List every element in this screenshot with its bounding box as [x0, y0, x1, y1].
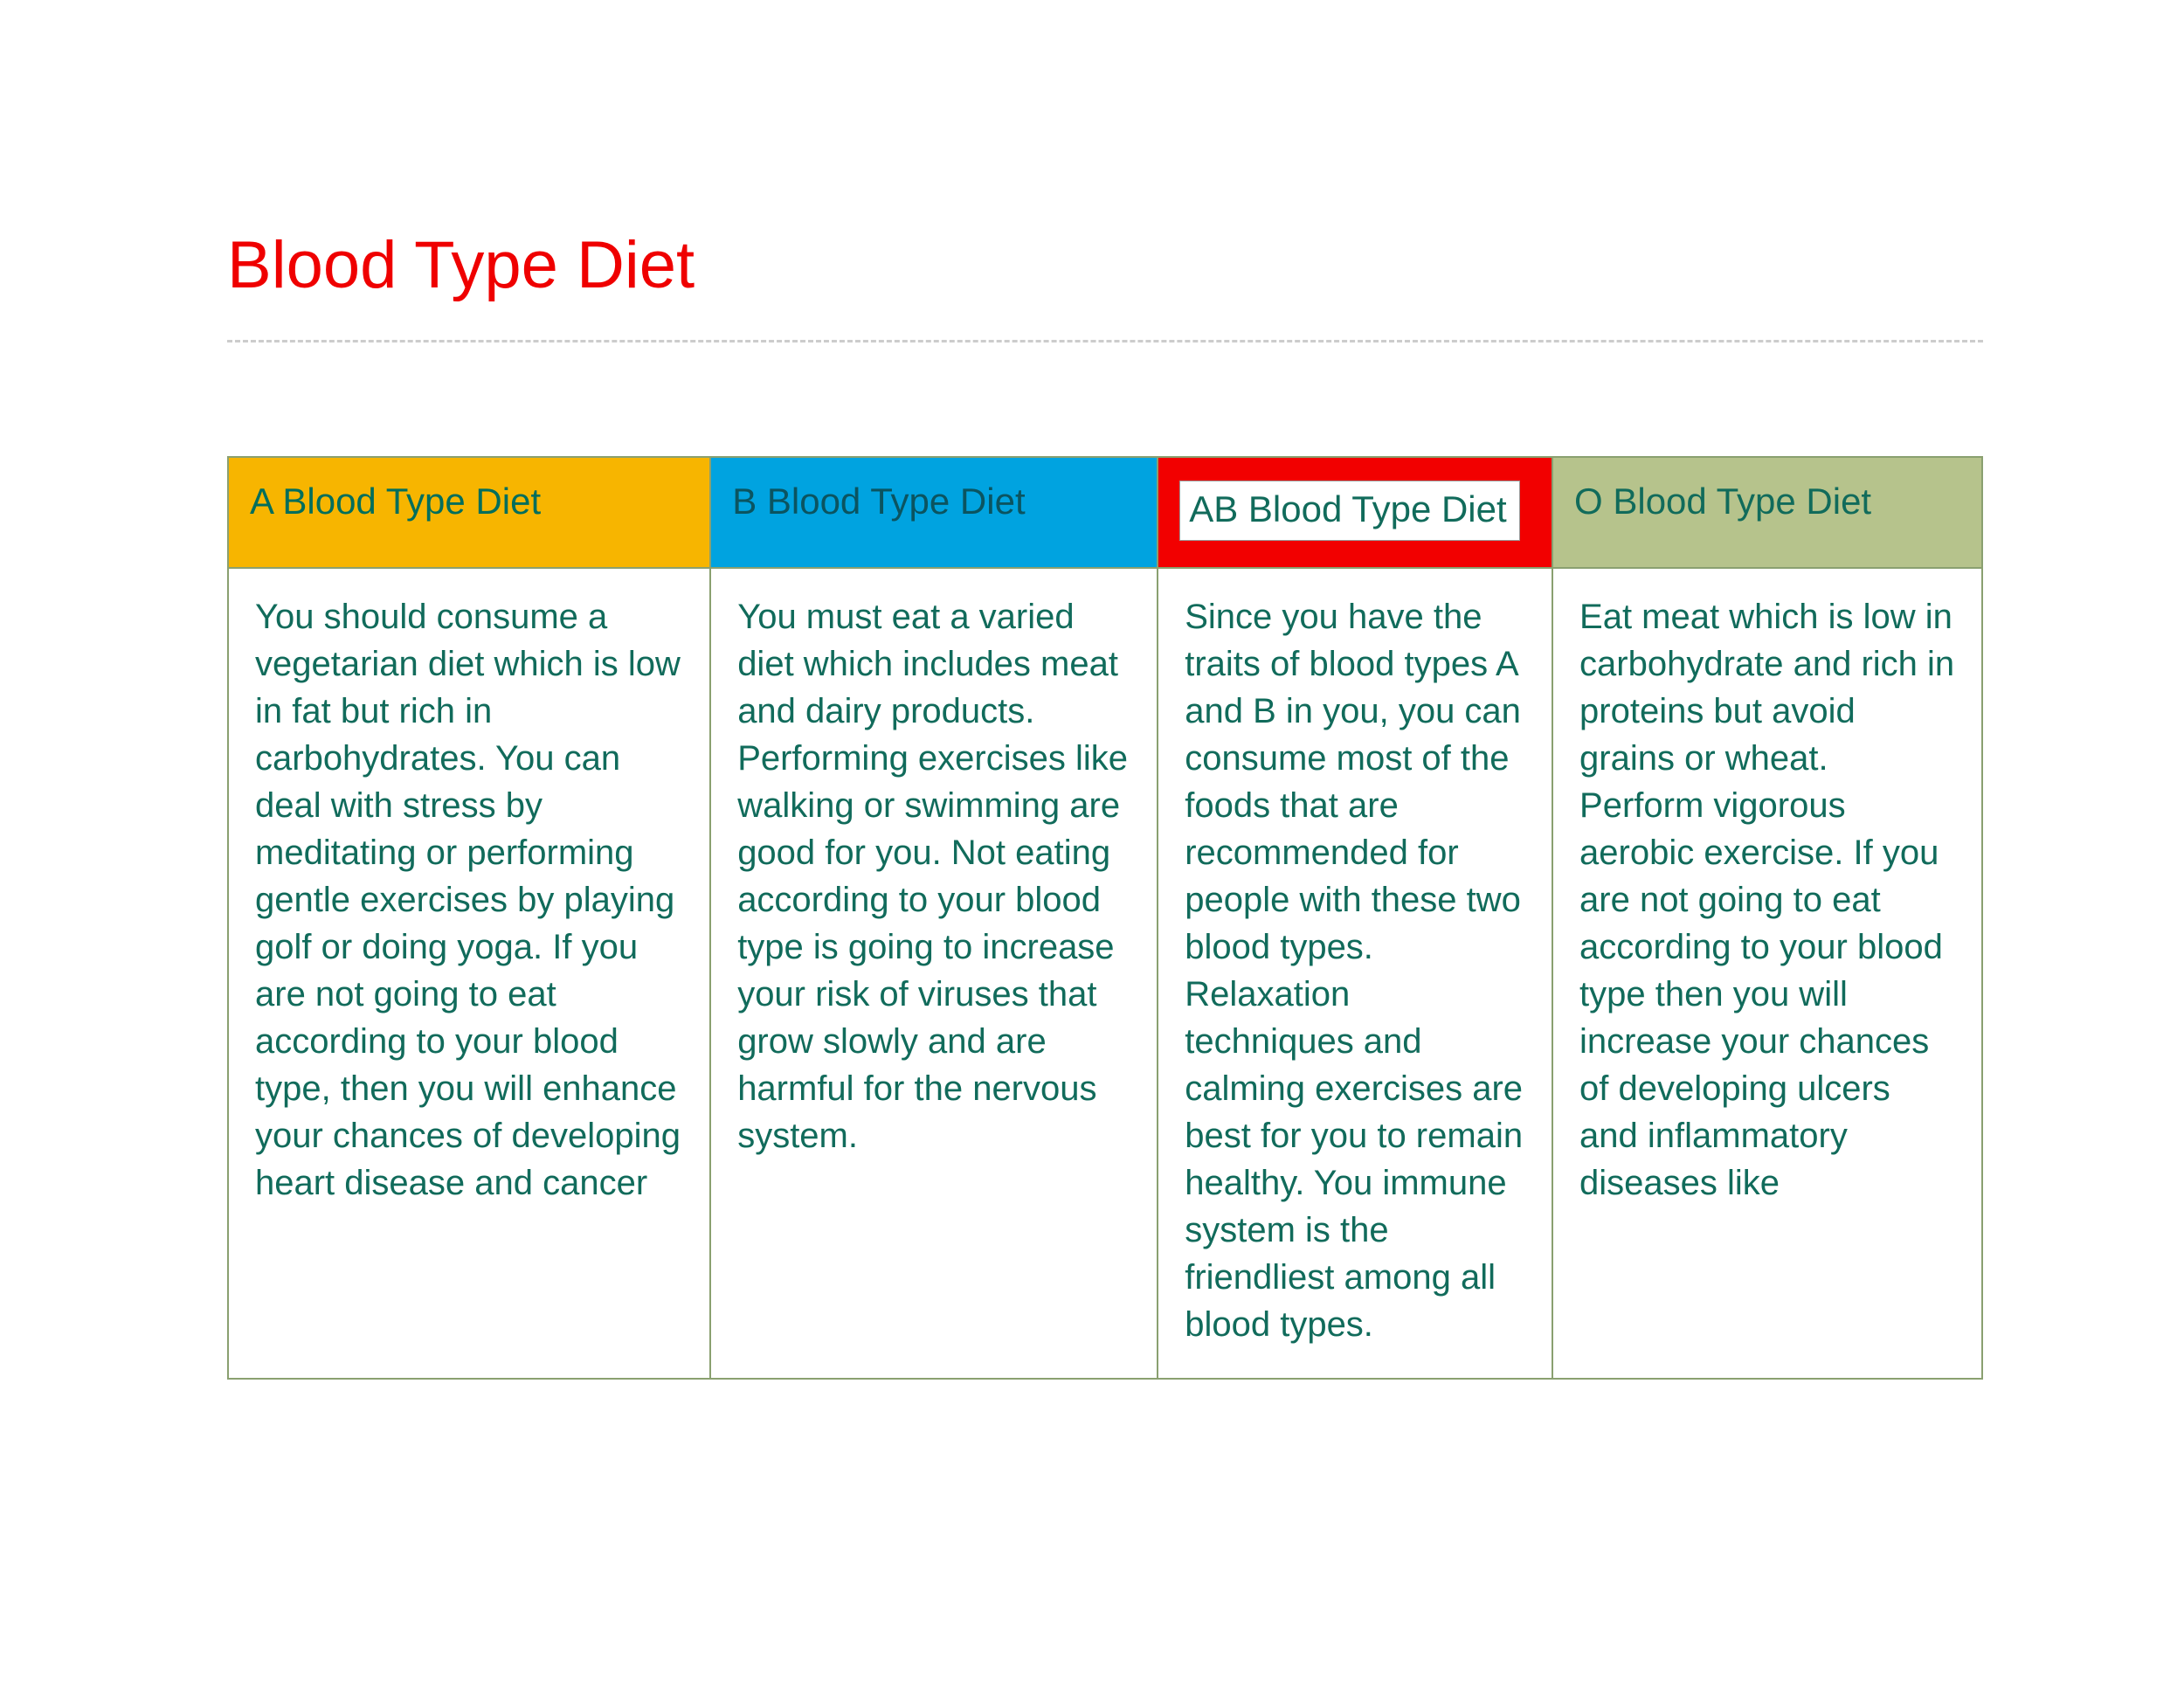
header-b-blood-type: B Blood Type Diet	[710, 457, 1158, 568]
header-b-label: B Blood Type Diet	[732, 481, 1025, 522]
body-b-blood-type: You must eat a varied diet which include…	[710, 568, 1158, 1379]
header-ab-label: AB Blood Type Diet	[1179, 481, 1519, 541]
header-ab-blood-type: AB Blood Type Diet	[1158, 457, 1552, 568]
header-a-blood-type: A Blood Type Diet	[228, 457, 710, 568]
page-title: Blood Type Diet	[227, 227, 1983, 303]
header-o-label: O Blood Type Diet	[1574, 481, 1871, 522]
blood-type-diet-table: A Blood Type Diet B Blood Type Diet AB B…	[227, 456, 1983, 1380]
table-body-row: You should consume a vegetarian diet whi…	[228, 568, 1982, 1379]
title-divider	[227, 340, 1983, 342]
body-o-blood-type: Eat meat which is low in carbohydrate an…	[1552, 568, 1982, 1379]
table-header-row: A Blood Type Diet B Blood Type Diet AB B…	[228, 457, 1982, 568]
body-a-blood-type: You should consume a vegetarian diet whi…	[228, 568, 710, 1379]
body-ab-blood-type: Since you have the traits of blood types…	[1158, 568, 1552, 1379]
header-o-blood-type: O Blood Type Diet	[1552, 457, 1982, 568]
header-a-label: A Blood Type Diet	[250, 481, 541, 522]
